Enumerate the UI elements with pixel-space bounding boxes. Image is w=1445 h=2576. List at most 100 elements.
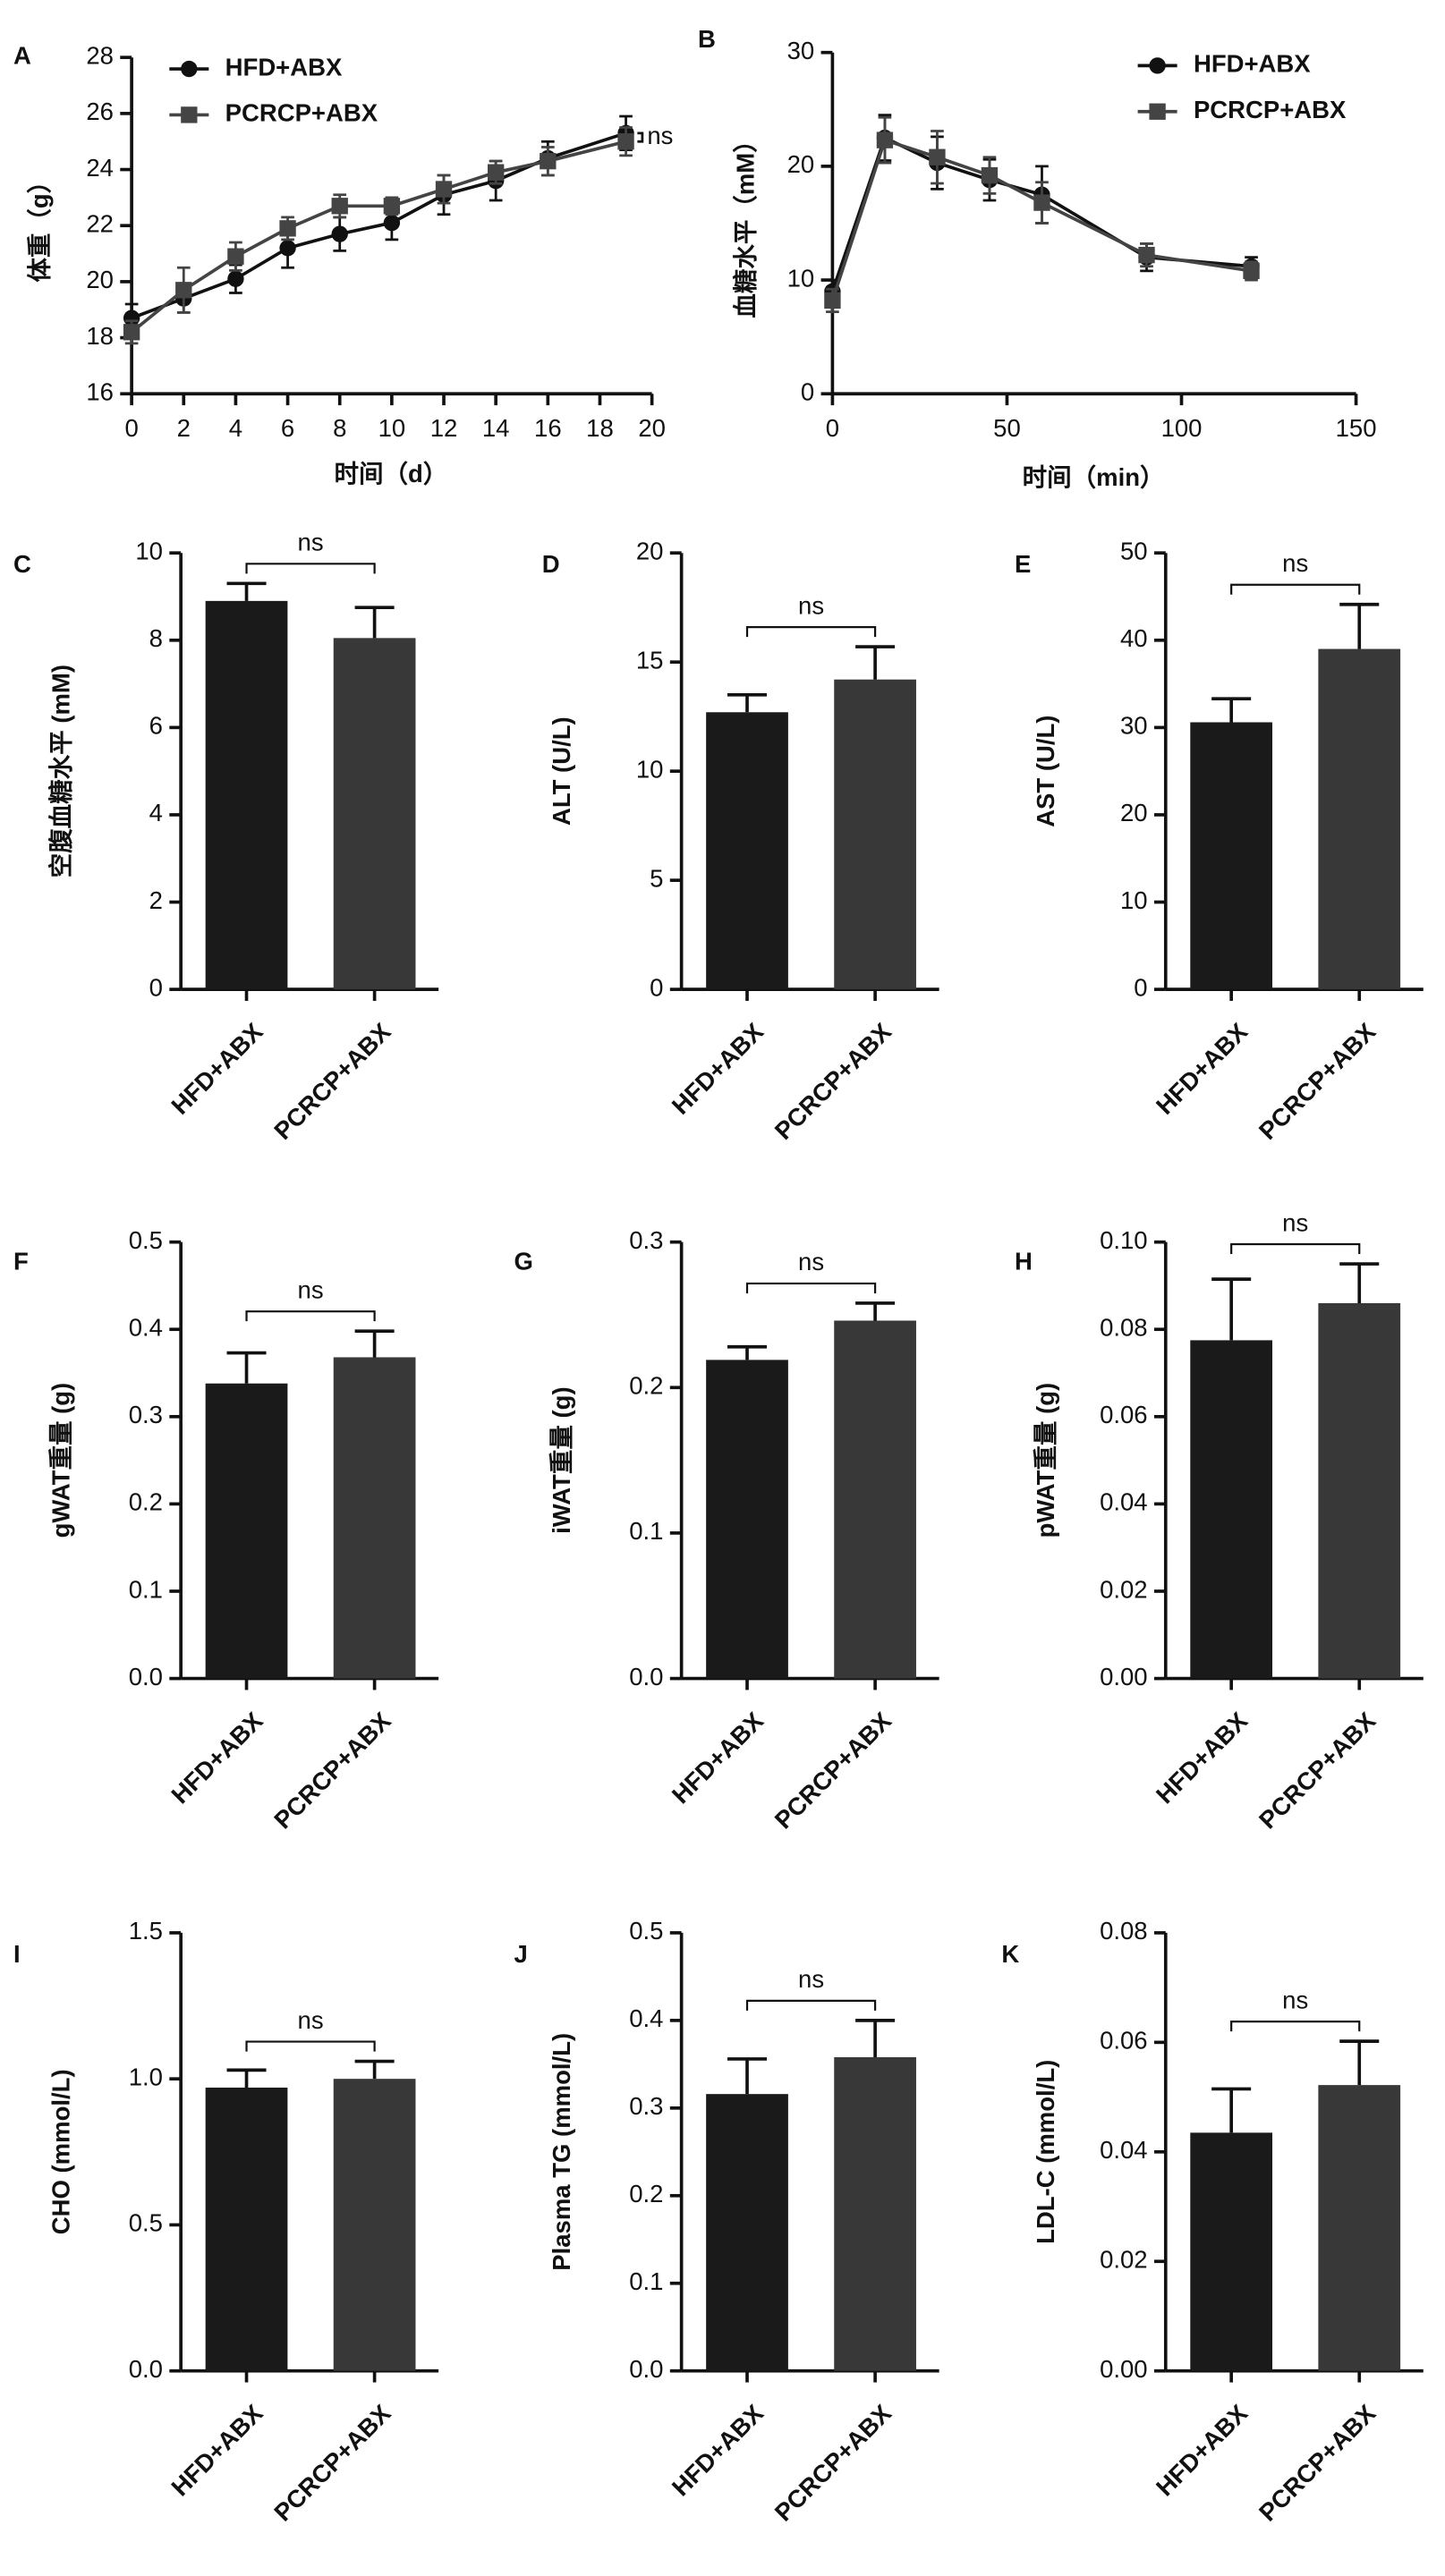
bar [334,2079,416,2371]
marker [929,149,945,165]
x-tick-label: HFD+ABX [1151,1017,1254,1120]
marker [175,282,191,298]
y-tick-label: 20 [636,537,664,564]
x-tick-label: 8 [333,414,346,442]
y-tick-label: 0.06 [1100,1401,1148,1428]
y-tick-label: 0.4 [629,2004,663,2032]
y-axis-label: gWAT重量 (g) [47,1383,74,1538]
x-tick-label: 14 [482,414,510,442]
y-tick-label: 0 [801,378,814,406]
panel-letter: F [13,1248,29,1275]
y-tick-label: 8 [149,624,163,652]
y-tick-label: 10 [636,755,664,783]
y-tick-label: 0.1 [129,1575,163,1603]
error-bar [1339,1264,1379,1303]
x-tick-label: 0 [826,414,839,442]
marker [488,165,504,181]
annotation-bracket [1231,1244,1359,1254]
annotation: ns [798,1248,824,1275]
y-tick-label: 0.3 [629,1226,663,1254]
y-axis-label: CHO (mmol/L) [47,2069,74,2234]
y-tick-label: 0.2 [629,2180,663,2207]
y-tick-label: 1.5 [129,1917,163,1945]
marker [982,167,998,183]
y-tick-label: 28 [86,41,114,69]
annotation: ns [1282,1986,1308,2013]
x-tick-label: HFD+ABX [667,2399,769,2502]
y-tick-label: 10 [135,537,163,564]
marker [1138,247,1154,263]
y-axis-label: LDL-C (mmol/L) [1032,2060,1059,2244]
bar [334,638,416,989]
annotation: ns [298,529,324,556]
marker [877,131,893,148]
x-tick-label: HFD+ABX [667,1707,769,1809]
x-tick-label: PCRCP+ABX [268,1017,396,1145]
bar [1318,649,1400,990]
legend-label: HFD+ABX [1194,50,1311,78]
x-tick-label: PCRCP+ABX [1254,2399,1381,2527]
x-tick-label: PCRCP+ABX [1254,1017,1381,1145]
y-tick-label: 10 [1120,886,1148,914]
bar [834,680,916,989]
x-tick-label: HFD+ABX [166,2399,268,2502]
error-bar [355,607,395,638]
error-bar [727,695,767,713]
marker [332,225,348,242]
marker [227,271,243,287]
annotation-bracket [747,627,875,637]
x-tick-label: HFD+ABX [1151,2399,1254,2502]
bar [1190,723,1272,990]
marker [332,198,348,214]
y-tick-label: 0.0 [629,2355,663,2383]
y-tick-label: 50 [1120,537,1148,564]
x-axis-label: 时间（d） [335,460,448,487]
y-axis-label: 血糖水平（mM） [731,128,759,318]
y-tick-label: 0.10 [1100,1226,1148,1254]
y-axis-label: Plasma TG (mmol/L) [548,2033,575,2271]
y-tick-label: 40 [1120,624,1148,652]
annotation: ns [298,2006,324,2034]
x-tick-label: 2 [177,414,191,442]
marker [824,292,840,309]
panel-letter: C [13,550,31,578]
annotation-bracket [1231,2021,1359,2031]
error-bar [1339,605,1379,649]
y-tick-label: 2 [149,886,163,914]
y-tick-label: 26 [86,97,114,125]
bar [1318,2085,1400,2371]
x-tick-label: 18 [586,414,614,442]
error-bar [727,1347,767,1360]
y-tick-label: 18 [86,322,114,350]
x-tick-label: 100 [1161,414,1203,442]
x-tick-label: 4 [229,414,242,442]
x-tick-label: 0 [124,414,138,442]
x-tick-label: 50 [993,414,1021,442]
legend-marker [1149,104,1165,120]
x-tick-label: PCRCP+ABX [769,2399,897,2527]
y-tick-label: 0 [149,973,163,1001]
panel-letter: E [1015,550,1031,578]
y-tick-label: 0.08 [1100,1917,1148,1945]
y-axis-label: 体重（g） [25,169,53,283]
y-tick-label: 0.00 [1100,2355,1148,2383]
error-bar [1211,699,1251,722]
bar [206,2088,288,2371]
y-tick-label: 0.1 [629,1517,663,1545]
marker [1033,194,1050,210]
y-tick-label: 0.0 [129,1663,163,1690]
legend-marker [181,106,197,123]
error-bar [855,647,895,680]
y-axis-label: iWAT重量 (g) [548,1386,575,1533]
error-bar [355,2062,395,2080]
y-tick-label: 0.02 [1100,2246,1148,2274]
panel-letter: D [542,550,560,578]
y-tick-label: 0.2 [629,1372,663,1400]
error-bar [227,2070,267,2088]
bar [706,1360,788,1678]
x-tick-label: PCRCP+ABX [769,1017,897,1145]
error-bar [855,1303,895,1321]
y-tick-label: 4 [149,799,163,826]
annotation-bracket [247,2042,375,2052]
